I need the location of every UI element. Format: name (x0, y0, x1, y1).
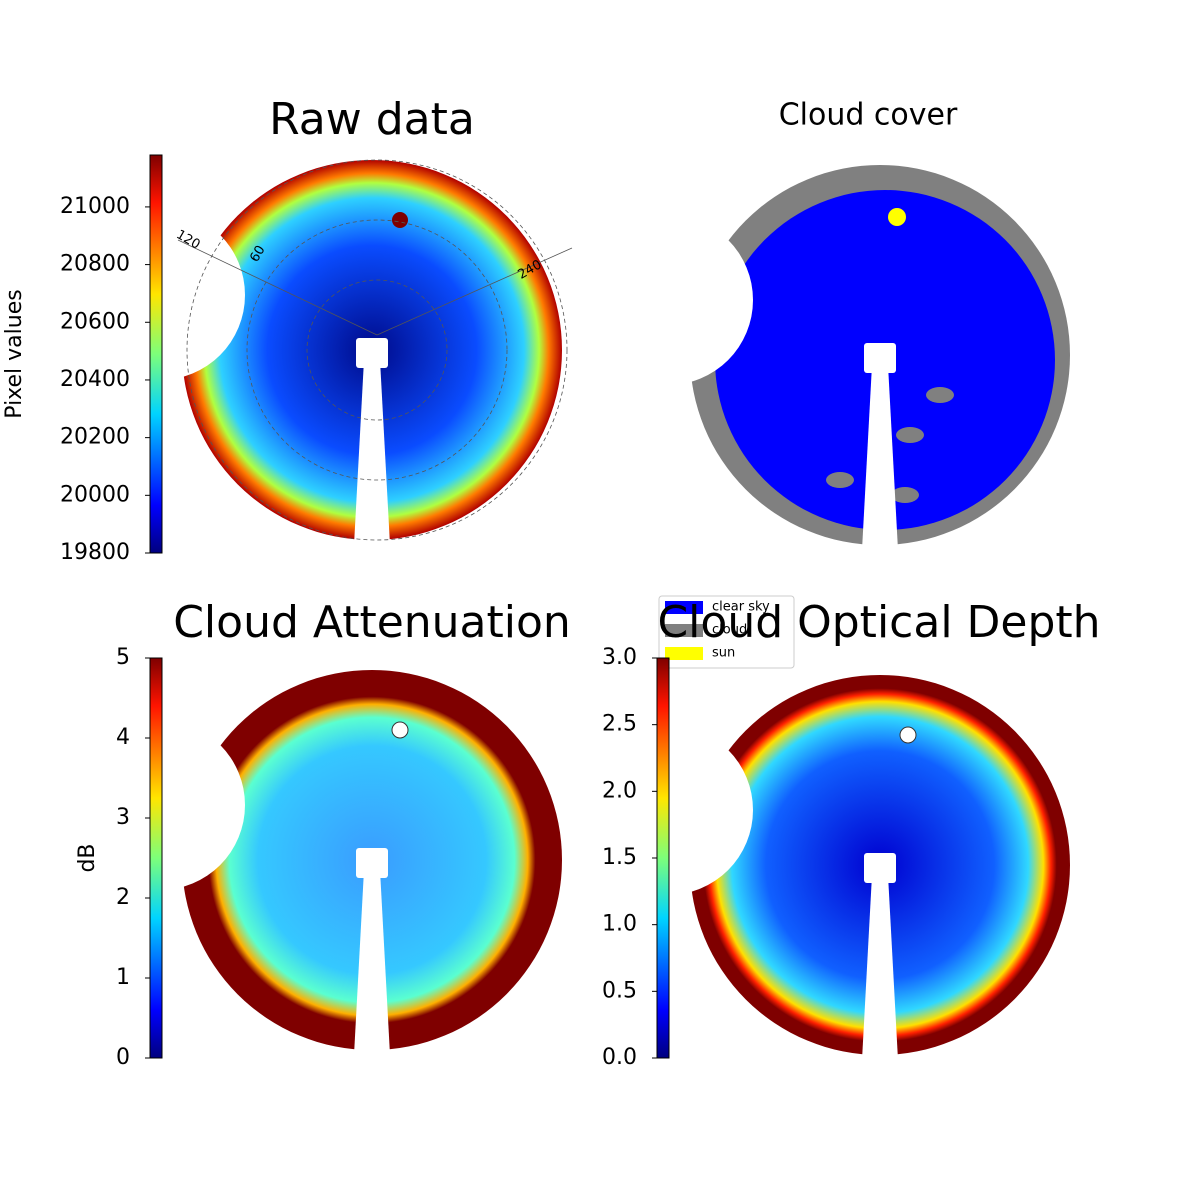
colorbar (149, 657, 163, 1059)
legend-swatch (665, 647, 703, 660)
colorbar-tick-label: 1.0 (602, 912, 637, 937)
colorbar (149, 154, 163, 554)
colorbar (656, 657, 670, 1059)
polar-label: 60 (247, 243, 268, 265)
colorbar-tick-label: 0.5 (602, 978, 637, 1003)
sky-image (583, 675, 1070, 1060)
panel-title: Cloud cover (779, 98, 958, 133)
legend-label: sun (712, 646, 735, 661)
colorbar-tick-label: 3 (116, 805, 130, 830)
camera-arm (864, 853, 896, 883)
polar-ring (246, 219, 508, 481)
camera-arm (356, 848, 388, 878)
polar-spoke (376, 247, 573, 336)
colorbar-tick-label: 2.5 (602, 712, 637, 737)
legend-swatch (665, 601, 703, 614)
colorbar-tick-label: 0 (116, 1045, 130, 1070)
camera-arm (356, 338, 388, 368)
mast-shadow (354, 870, 390, 1055)
mast-shadow (354, 360, 390, 545)
horizon-cutout (583, 215, 753, 385)
sun-spot (899, 726, 917, 744)
colorbar-tick-label: 20400 (60, 367, 130, 392)
colorbar-tick-label: 1.5 (602, 845, 637, 870)
panel-title: Cloud Attenuation (173, 597, 571, 648)
colorbar-tick-label: 3.0 (602, 645, 637, 670)
mast-shadow (862, 875, 898, 1060)
colorbar-label: dB (75, 843, 100, 872)
panel-title: Raw data (269, 94, 475, 145)
cloud-patch (896, 427, 924, 443)
polar-ring (186, 159, 568, 541)
colorbar-tick-label: 1 (116, 965, 130, 990)
legend: clear sky cloud sun (658, 595, 795, 669)
legend-label: clear sky (712, 600, 770, 615)
colorbar-tick-label: 4 (116, 725, 130, 750)
cloud-patch (926, 387, 954, 403)
legend-swatch (665, 624, 703, 637)
mast-shadow (862, 365, 898, 550)
colorbar-tick-label: 5 (116, 645, 130, 670)
colorbar-tick-label: 20600 (60, 309, 130, 334)
polar-spoke (177, 239, 378, 336)
colorbar-tick-label: 19800 (60, 540, 130, 565)
colorbar-label: Pixel values (2, 289, 27, 418)
colorbar-tick-label: 2 (116, 885, 130, 910)
sun-spot (391, 721, 409, 739)
sky-image (583, 165, 1070, 550)
colorbar-tick-label: 20000 (60, 482, 130, 507)
cloud-patch (891, 487, 919, 503)
colorbar-tick-label: 2.0 (602, 778, 637, 803)
legend-label: cloud (712, 623, 747, 638)
colorbar-tick-label: 20800 (60, 252, 130, 277)
sun-region (888, 208, 906, 226)
panel-title: Cloud Optical Depth (657, 597, 1100, 648)
colorbar-tick-label: 20200 (60, 425, 130, 450)
polar-ring (306, 279, 448, 421)
sky-image (75, 670, 562, 1055)
camera-arm (864, 343, 896, 373)
colorbar-tick-label: 21000 (60, 194, 130, 219)
colorbar-tick-label: 0.0 (602, 1045, 637, 1070)
cloud-patch (826, 472, 854, 488)
sun-spot (392, 212, 408, 228)
